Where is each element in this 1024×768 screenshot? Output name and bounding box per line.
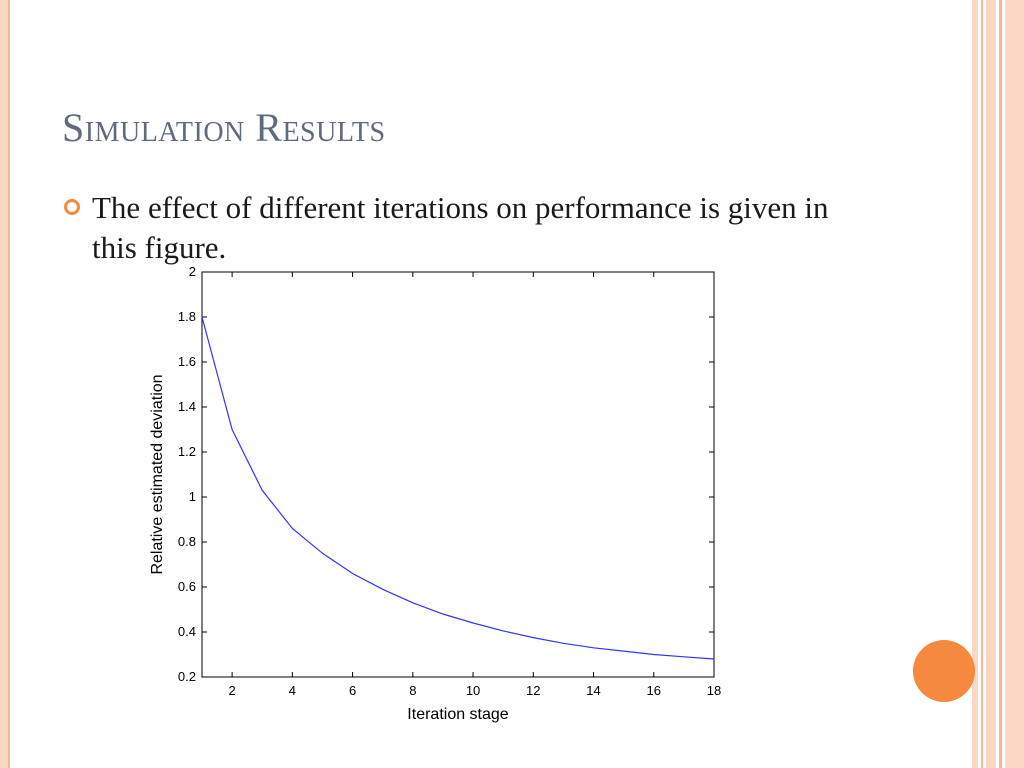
bullet-circle-icon <box>64 199 80 215</box>
y-tick-label: 1.4 <box>178 399 196 414</box>
y-tick-label: 2 <box>189 264 196 279</box>
x-tick-label: 16 <box>647 683 661 698</box>
y-tick-label: 1.8 <box>178 309 196 324</box>
x-tick-label: 4 <box>289 683 296 698</box>
x-tick-label: 8 <box>409 683 416 698</box>
slide-title: Simulation Results <box>62 105 386 150</box>
x-tick-label: 14 <box>586 683 600 698</box>
decorative-orange-circle <box>913 640 975 702</box>
left-border <box>0 0 10 768</box>
x-tick-label: 18 <box>707 683 721 698</box>
x-tick-label: 2 <box>229 683 236 698</box>
line-chart: 2 4 6 8 10 12 14 16 18 0.2 0.4 0.6 0.8 1 1.2 1.4 1.6 1.8… <box>149 264 722 723</box>
right-border-stripes <box>972 0 1024 768</box>
x-tick-label: 10 <box>466 683 480 698</box>
y-tick-label: 0.2 <box>178 669 196 684</box>
y-tick-labels: 0.2 0.4 0.6 0.8 1 1.2 1.4 1.6 1.8 2 <box>178 264 196 684</box>
x-tick-label: 12 <box>526 683 540 698</box>
y-tick-label: 0.8 <box>178 534 196 549</box>
x-tick-label: 6 <box>349 683 356 698</box>
y-tick-label: 0.6 <box>178 579 196 594</box>
x-tick-labels: 2 4 6 8 10 12 14 16 18 <box>229 683 722 698</box>
series-line <box>201 316 715 660</box>
plot-frame <box>201 271 715 678</box>
axis-ticks <box>202 271 715 678</box>
y-tick-label: 0.4 <box>178 624 196 639</box>
x-axis-label: Iteration stage <box>407 706 509 723</box>
y-tick-label: 1.6 <box>178 354 196 369</box>
y-tick-label: 1.2 <box>178 444 196 459</box>
y-tick-label: 1 <box>189 489 196 504</box>
y-axis-label: Relative estimated deviation <box>149 374 166 574</box>
bullet-text: The effect of different iterations on pe… <box>92 190 829 265</box>
